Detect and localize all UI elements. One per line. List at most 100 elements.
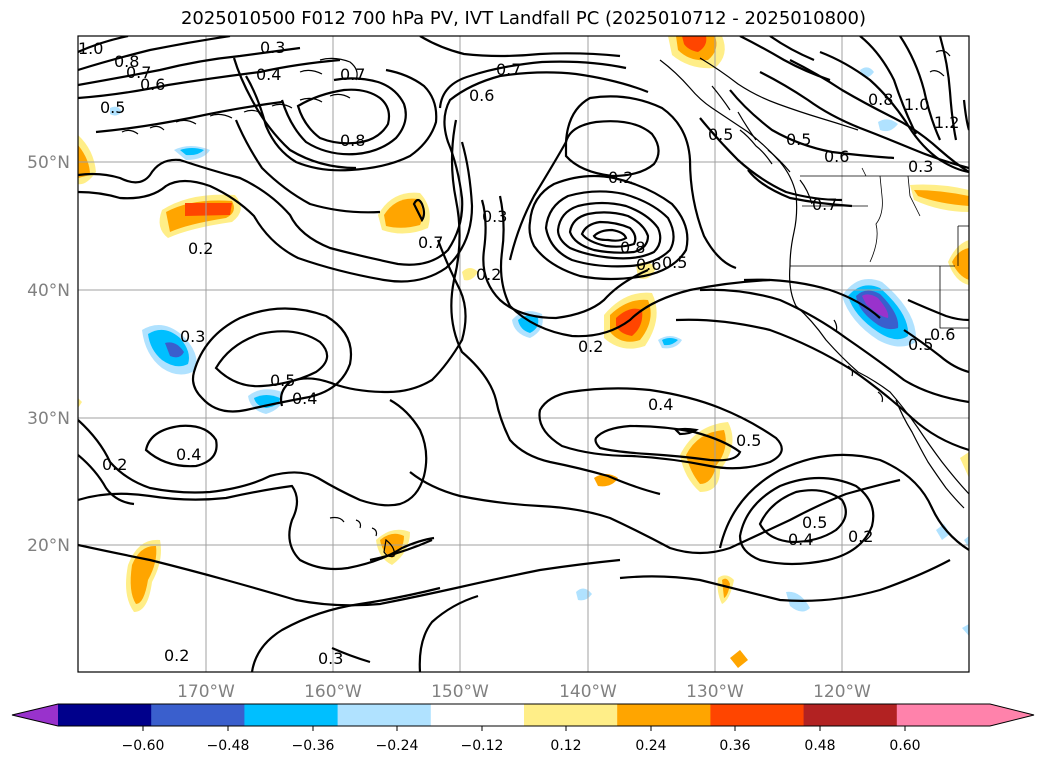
colorbar-segment xyxy=(524,704,618,726)
contour-label: 0.6 xyxy=(930,325,955,344)
contour-label: 0.4 xyxy=(292,389,317,408)
colorbar-tick-label: 0.48 xyxy=(804,738,835,754)
colorbar-segment xyxy=(896,704,991,726)
colorbar-segment xyxy=(151,704,245,726)
lon-label: 170°W xyxy=(177,682,235,702)
lat-label: 30°N xyxy=(27,409,70,429)
colorbar-segment xyxy=(803,704,898,726)
pv-contours xyxy=(78,36,969,672)
anomaly-positive xyxy=(185,203,232,216)
contour-label: 0.3 xyxy=(260,38,285,57)
colorbar-extend-max xyxy=(990,704,1034,726)
contour-label: 0.7 xyxy=(340,65,365,84)
colorbar-extend-min xyxy=(12,704,58,726)
longitude-labels: 170°W 160°W 150°W 140°W 130°W 120°W xyxy=(177,682,871,702)
anomaly-positive xyxy=(462,268,478,281)
anomaly-positive xyxy=(730,650,748,668)
anomaly-negative xyxy=(862,294,889,318)
contour-label: 0.7 xyxy=(496,60,521,79)
anomaly-negative xyxy=(878,119,898,132)
contour-label: 0.8 xyxy=(868,90,893,109)
contour-label: 0.6 xyxy=(469,86,494,105)
contour-label: 0.8 xyxy=(340,131,365,150)
colorbar-tick-label: −0.24 xyxy=(376,738,419,754)
colorbar-tick-label: −0.60 xyxy=(122,738,165,754)
contour-label: 0.2 xyxy=(102,455,127,474)
contour-label: 0.3 xyxy=(482,207,507,226)
contour-label: 0.5 xyxy=(908,335,933,354)
contour-label: 0.5 xyxy=(786,130,811,149)
contour-label: 0.2 xyxy=(164,646,189,665)
anomaly-negative xyxy=(518,315,539,333)
contour-label: 0.8 xyxy=(620,238,645,257)
colorbar-tick-labels: −0.60 −0.48 −0.36 −0.24 −0.12 0.12 0.24 … xyxy=(122,738,921,754)
contour-label: 1.0 xyxy=(78,39,103,58)
latitude-labels: 50°N 40°N 30°N 20°N xyxy=(27,153,70,556)
contour-label: 0.5 xyxy=(270,371,295,390)
colorbar-segment xyxy=(58,704,152,726)
lat-label: 50°N xyxy=(27,153,70,173)
anomaly-negative xyxy=(936,524,950,540)
contour-label: 0.2 xyxy=(608,168,633,187)
contour-label: 0.8 xyxy=(114,52,139,71)
lat-label: 20°N xyxy=(27,536,70,556)
contour-label: 0.2 xyxy=(578,337,603,356)
anomaly-positive xyxy=(686,430,726,484)
anomaly-positive xyxy=(722,578,730,598)
contour-label: 0.5 xyxy=(100,98,125,117)
anomaly-positive xyxy=(384,198,423,228)
colorbar: −0.60 −0.48 −0.36 −0.24 −0.12 0.12 0.24 … xyxy=(11,703,1035,754)
colorbar-ticks xyxy=(142,726,906,731)
anomaly-negative xyxy=(662,338,678,346)
contour-label: 1.0 xyxy=(904,95,929,114)
contour-label: 0.5 xyxy=(708,125,733,144)
lon-label: 120°W xyxy=(813,682,871,702)
colorbar-tick-label: 0.36 xyxy=(719,738,750,754)
colorbar-tick-label: −0.48 xyxy=(207,738,250,754)
colorbar-tick-label: 0.24 xyxy=(635,738,666,754)
anomaly-negative xyxy=(110,106,122,116)
anomaly-negative xyxy=(180,148,204,156)
anomaly-negative xyxy=(962,624,969,636)
contour-label: 0.6 xyxy=(636,255,661,274)
contour-label: 0.4 xyxy=(648,395,673,414)
lon-label: 160°W xyxy=(304,682,362,702)
contour-label: 0.7 xyxy=(126,63,151,82)
contour-label: 0.6 xyxy=(140,75,165,94)
lon-label: 150°W xyxy=(431,682,489,702)
colorbar-tick-label: 0.12 xyxy=(550,738,581,754)
anomaly-positive xyxy=(960,452,969,478)
contour-label: 0.5 xyxy=(662,253,687,272)
political-borders xyxy=(790,167,969,329)
colorbar-segment xyxy=(617,704,711,726)
map-frame xyxy=(77,35,970,673)
colorbar-segment xyxy=(244,704,339,726)
contour-labels: 1.0 0.8 0.3 0.7 0.6 0.4 0.5 0.7 0.6 0.8 … xyxy=(78,38,959,668)
colorbar-segments xyxy=(58,704,991,726)
contour-label: 1.2 xyxy=(934,113,959,132)
contour-label: 0.2 xyxy=(848,527,873,546)
colorbar-outline xyxy=(11,703,1035,727)
shaded-anomalies xyxy=(78,36,969,668)
colorbar-segment xyxy=(337,704,432,726)
lon-label: 140°W xyxy=(559,682,617,702)
contour-label: 0.6 xyxy=(824,147,849,166)
contour-label: 0.5 xyxy=(736,431,761,450)
anomaly-positive xyxy=(914,190,969,206)
anomaly-positive xyxy=(78,398,82,408)
contour-label: 0.3 xyxy=(180,327,205,346)
map-panel: 1.0 0.8 0.3 0.7 0.6 0.4 0.5 0.7 0.6 0.8 … xyxy=(78,36,969,672)
contour-label: 0.5 xyxy=(802,513,827,532)
contour-label: 0.3 xyxy=(318,649,343,668)
contour-label: 0.4 xyxy=(788,530,813,549)
colorbar-tick-label: −0.12 xyxy=(461,738,504,754)
colorbar-segment xyxy=(430,704,525,726)
figure-title: 2025010500 F012 700 hPa PV, IVT Landfall… xyxy=(180,8,867,29)
colorbar-tick-label: −0.36 xyxy=(292,738,335,754)
lat-label: 40°N xyxy=(27,281,70,301)
contour-label: 0.2 xyxy=(476,265,501,284)
contour-label: 0.2 xyxy=(188,239,213,258)
lon-label: 130°W xyxy=(686,682,744,702)
anomaly-positive xyxy=(682,36,707,52)
